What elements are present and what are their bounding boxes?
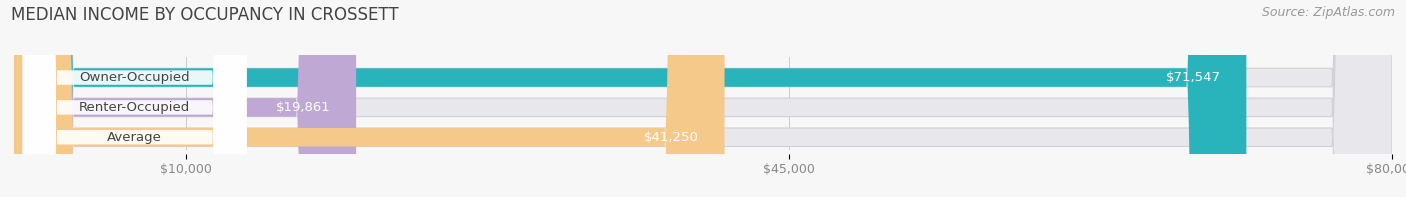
Text: Owner-Occupied: Owner-Occupied [79,71,190,84]
Text: MEDIAN INCOME BY OCCUPANCY IN CROSSETT: MEDIAN INCOME BY OCCUPANCY IN CROSSETT [11,6,399,24]
Text: $19,861: $19,861 [276,101,330,114]
FancyBboxPatch shape [22,0,246,197]
Text: $71,547: $71,547 [1166,71,1220,84]
FancyBboxPatch shape [14,0,1392,197]
FancyBboxPatch shape [22,0,246,197]
FancyBboxPatch shape [14,0,356,197]
FancyBboxPatch shape [22,0,246,197]
FancyBboxPatch shape [14,0,1392,197]
FancyBboxPatch shape [14,0,1392,197]
Text: Average: Average [107,131,162,144]
Text: Renter-Occupied: Renter-Occupied [79,101,190,114]
Text: $41,250: $41,250 [644,131,699,144]
FancyBboxPatch shape [14,0,1246,197]
FancyBboxPatch shape [14,0,724,197]
Text: Source: ZipAtlas.com: Source: ZipAtlas.com [1261,6,1395,19]
